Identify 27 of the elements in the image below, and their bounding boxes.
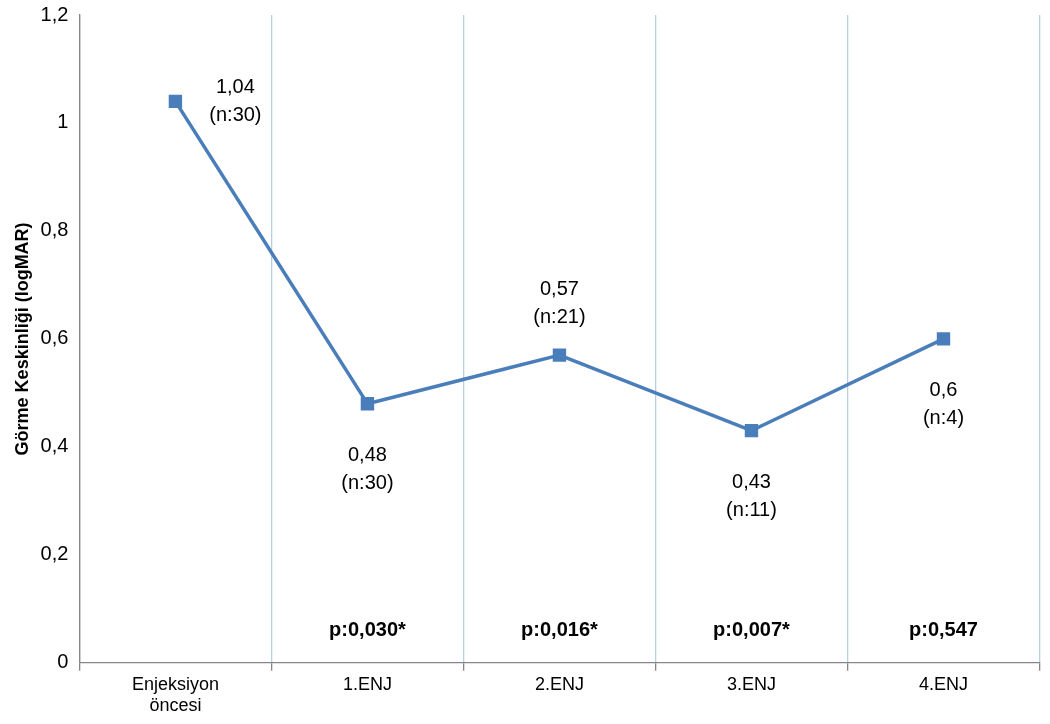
annotation: p:0,007* <box>713 618 791 641</box>
y-tick-label: 1 <box>57 110 69 133</box>
y-tick-label: 0,6 <box>40 326 69 349</box>
point <box>936 332 951 346</box>
data-label: 0,43 (n:11) <box>726 470 777 521</box>
annotation: p:0,547 <box>909 618 978 641</box>
x-tick-label: Enjeksiyon öncesi <box>131 673 219 716</box>
data-label: 0,6 (n:4) <box>922 378 965 429</box>
point <box>168 94 183 109</box>
point <box>552 348 567 362</box>
point <box>360 396 375 411</box>
point <box>744 423 759 438</box>
y-tick-label: 0 <box>57 650 69 673</box>
y-axis-title: Görme Keskinliği (logMAR) <box>11 222 32 456</box>
y-tick-label: 0,4 <box>40 434 69 457</box>
y-tick-label: 0,2 <box>40 542 69 565</box>
x-tick-label: 4.ENJ <box>918 673 969 694</box>
annotation: p:0,030* <box>329 618 406 641</box>
data-label: 0,48 (n:30) <box>341 443 394 494</box>
data-label: 1,04 (n:30) <box>209 74 262 125</box>
data-label: 0,57 (n:21) <box>533 276 586 327</box>
x-tick-label: 3.ENJ <box>726 673 776 694</box>
annotation: p:0,016* <box>521 618 599 641</box>
x-tick-label: 1.ENJ <box>342 673 392 694</box>
x-tick-label: 2.ENJ <box>534 673 584 694</box>
y-tick-label: 0,8 <box>40 218 69 241</box>
y-tick-label: 1,2 <box>40 2 69 25</box>
